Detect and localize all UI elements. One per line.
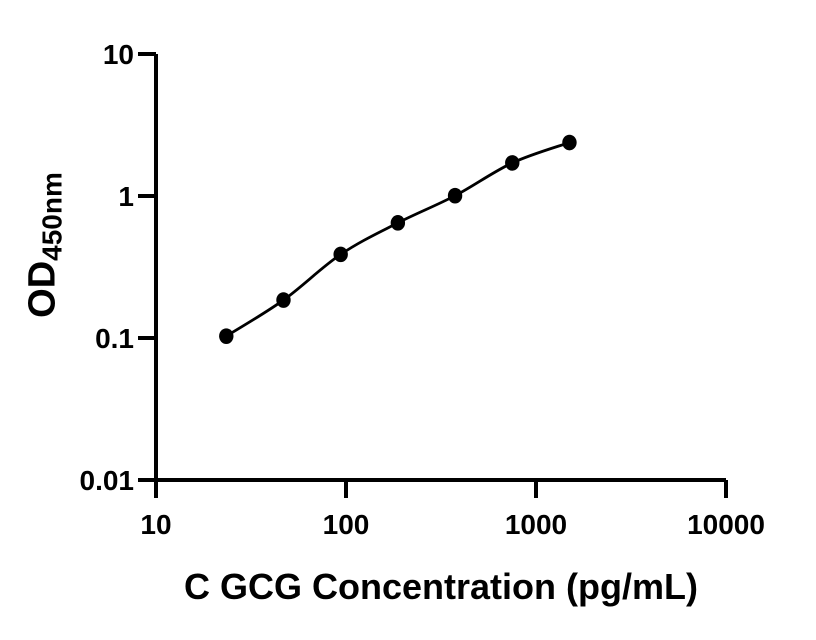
x-tick-label: 10000 [687,509,765,540]
y-axis-title-main: OD [21,260,64,318]
x-axis-title: C GCG Concentration (pg/mL) [184,566,698,607]
data-point [219,328,234,344]
x-tick-label: 10 [140,509,171,540]
y-axis-title-sub: 450nm [36,172,68,261]
y-tick-label: 0.01 [80,465,135,496]
x-tick-label: 1000 [505,509,567,540]
data-point [390,215,406,231]
data-point [505,155,520,171]
y-tick-label: 10 [103,39,134,70]
data-point [333,246,348,263]
axis-line [154,54,726,482]
data-point [276,292,291,308]
data-point [447,187,463,204]
data-point [562,134,577,151]
y-axis-title: OD450nm [22,172,69,318]
x-tick-label: 100 [323,509,370,540]
y-tick-label: 1 [118,181,134,212]
curve-line [225,141,570,338]
y-tick-label: 0.1 [95,323,134,354]
